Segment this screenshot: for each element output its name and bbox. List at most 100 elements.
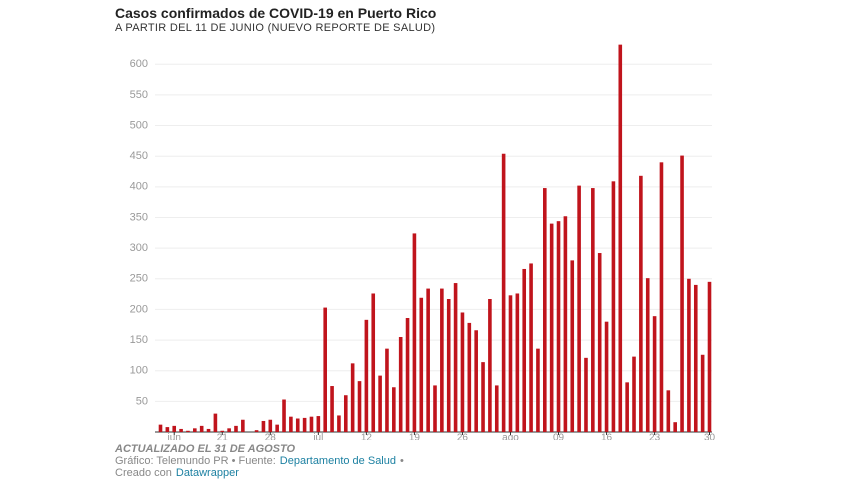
x-tick-label: ago	[502, 433, 519, 440]
x-tick-label: 19	[409, 433, 421, 440]
bar	[707, 281, 712, 432]
bar	[433, 385, 437, 432]
chart-subtitle: A PARTIR DEL 11 DE JUNIO (NUEVO REPORTE …	[115, 22, 436, 34]
y-tick-label: 300	[130, 242, 148, 254]
bar	[378, 375, 382, 432]
bar	[563, 216, 568, 432]
y-tick-label: 550	[130, 89, 148, 101]
bar	[323, 307, 327, 432]
bar	[508, 295, 513, 432]
credit-text: Creado con	[115, 467, 172, 479]
bar	[673, 422, 677, 432]
bar	[172, 425, 177, 432]
x-tick-label: 28	[265, 433, 277, 440]
bar	[556, 221, 561, 432]
bar	[412, 233, 417, 432]
x-tick-label: 09	[553, 433, 565, 440]
bar	[186, 430, 190, 432]
y-tick-label: 450	[130, 150, 148, 162]
bar	[330, 386, 334, 432]
source-separator: •	[399, 455, 404, 467]
y-tick-label: 500	[130, 119, 148, 131]
bar	[440, 288, 444, 432]
y-tick-label: 200	[130, 303, 148, 315]
bar	[597, 253, 602, 432]
bar	[405, 318, 410, 432]
bar	[316, 416, 321, 432]
source-text: Gráfico: Telemundo PR • Fuente:	[115, 455, 276, 467]
y-tick-label: 100	[130, 365, 148, 377]
y-tick-label: 50	[136, 395, 148, 407]
bar	[522, 268, 527, 432]
bar	[165, 427, 170, 432]
y-tick-label: 600	[130, 58, 148, 70]
source-line: Gráfico: Telemundo PR • Fuente: Departame…	[115, 455, 404, 467]
chart: 50 100 150 200 250 300 350 400 450 500 550 600 jun 21…	[130, 44, 716, 440]
bar	[577, 185, 581, 432]
bar	[501, 153, 506, 432]
bar	[302, 417, 307, 432]
bar	[639, 175, 643, 432]
bar	[199, 425, 204, 432]
footer: ACTUALIZADO EL 31 DE AGOSTO Gráfico: Tel…	[115, 443, 404, 479]
bar	[632, 356, 636, 432]
y-tick-label: 350	[130, 211, 148, 223]
bar	[570, 260, 575, 432]
bar	[426, 288, 430, 432]
bar	[289, 416, 293, 432]
bar	[179, 428, 183, 432]
bar	[659, 162, 664, 433]
bar	[625, 382, 629, 432]
bar	[687, 278, 691, 432]
bar	[254, 430, 259, 432]
bar	[584, 357, 588, 432]
bar	[618, 44, 623, 432]
bar	[611, 181, 616, 432]
bar	[385, 348, 389, 432]
bar	[227, 428, 231, 432]
x-tick-label: jun	[167, 433, 181, 440]
bar	[268, 419, 273, 432]
bar	[234, 425, 238, 432]
y-tick-label: 150	[130, 334, 148, 346]
bar	[536, 348, 540, 432]
credit-link[interactable]: Datawrapper	[175, 467, 239, 479]
bar	[467, 322, 472, 432]
bar	[446, 299, 451, 432]
bar	[343, 395, 348, 432]
bar	[350, 363, 355, 432]
x-tick-label: 23	[649, 433, 661, 440]
x-tick-label: 30	[704, 433, 716, 440]
bar	[652, 316, 657, 432]
bar	[666, 390, 671, 432]
bar	[357, 381, 362, 432]
x-tick-label: 12	[361, 433, 373, 440]
bar	[337, 415, 341, 432]
bar	[488, 299, 492, 432]
bar	[213, 413, 218, 432]
bar	[419, 297, 424, 432]
y-tick-label: 400	[130, 181, 148, 193]
bar	[398, 337, 403, 432]
credit-line: Creado con Datawrapper	[115, 467, 404, 479]
update-note: ACTUALIZADO EL 31 DE AGOSTO	[115, 443, 296, 455]
x-tick-label: 16	[601, 433, 613, 440]
source-link[interactable]: Departamento de Salud	[279, 455, 396, 467]
x-tick-label: jul	[312, 433, 323, 440]
bar	[693, 284, 698, 432]
bar	[474, 330, 478, 432]
bar	[206, 428, 211, 432]
bar	[241, 419, 245, 432]
bar	[282, 399, 286, 432]
bar	[645, 278, 650, 432]
x-tick-label: 26	[457, 433, 469, 440]
bar	[494, 385, 499, 432]
bar	[680, 155, 684, 433]
bar	[460, 312, 465, 432]
bar	[453, 283, 458, 432]
bar	[543, 188, 547, 432]
bar	[591, 188, 595, 432]
bar	[275, 424, 279, 432]
bar	[295, 418, 300, 432]
x-tick-label: 21	[217, 433, 229, 440]
